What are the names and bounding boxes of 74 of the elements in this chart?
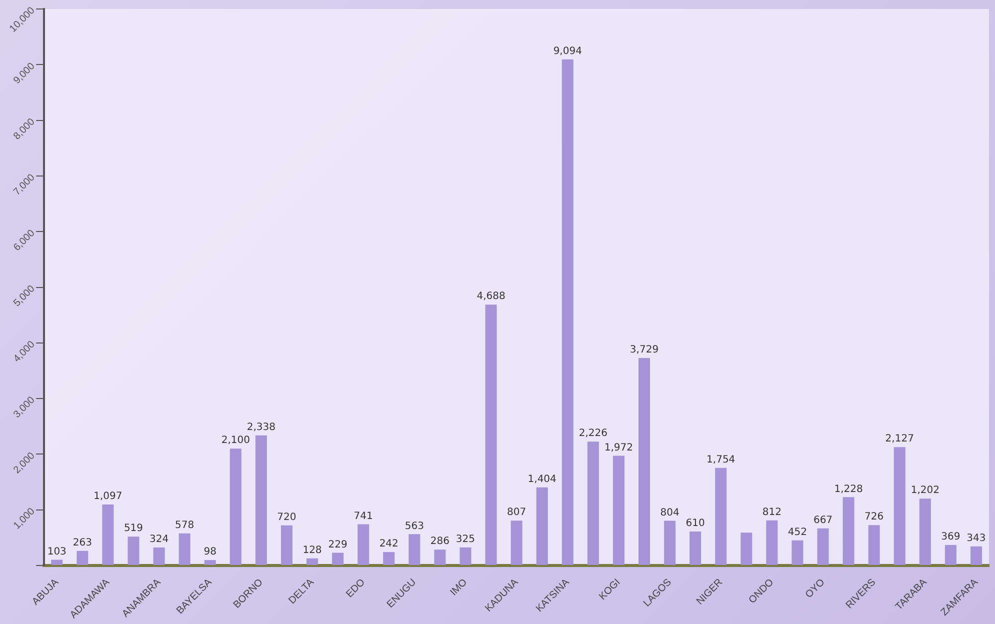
x-tick-label: IMO bbox=[448, 576, 470, 598]
data-label: 1,202 bbox=[910, 485, 940, 496]
data-label: 4,688 bbox=[476, 291, 506, 302]
data-label: 667 bbox=[813, 514, 833, 526]
bar bbox=[76, 550, 88, 566]
data-label: 1,754 bbox=[706, 454, 736, 466]
data-label: 98 bbox=[204, 546, 216, 558]
data-label: 563 bbox=[404, 520, 424, 532]
bar bbox=[306, 558, 318, 566]
bar bbox=[510, 520, 522, 566]
bar bbox=[204, 560, 216, 566]
bar bbox=[51, 560, 63, 566]
data-label: 1,097 bbox=[94, 491, 122, 502]
bar bbox=[562, 59, 574, 566]
data-label: 726 bbox=[864, 512, 884, 523]
bar bbox=[358, 524, 370, 566]
data-label: 343 bbox=[966, 533, 986, 544]
data-label: 9,094 bbox=[553, 46, 582, 58]
data-label: 263 bbox=[72, 537, 92, 548]
data-label: 1,404 bbox=[528, 474, 556, 485]
bar bbox=[587, 442, 599, 566]
data-label: 128 bbox=[302, 544, 322, 556]
bar bbox=[638, 358, 650, 566]
data-label: 229 bbox=[328, 539, 348, 550]
bar bbox=[332, 552, 344, 566]
data-label: 741 bbox=[354, 510, 373, 522]
bar bbox=[690, 532, 702, 566]
bar bbox=[536, 487, 548, 566]
data-label: 519 bbox=[124, 523, 144, 534]
bar bbox=[612, 456, 624, 566]
data-label: 2,127 bbox=[885, 434, 914, 445]
bar bbox=[178, 533, 190, 566]
bar bbox=[817, 528, 829, 566]
bar bbox=[766, 520, 778, 566]
data-label: 804 bbox=[660, 507, 680, 518]
data-label: 2,338 bbox=[246, 422, 276, 433]
bar bbox=[280, 525, 292, 566]
bar bbox=[740, 532, 752, 566]
data-label: 452 bbox=[788, 526, 808, 538]
data-label: 812 bbox=[762, 506, 782, 518]
data-label: 103 bbox=[47, 546, 66, 558]
bar bbox=[944, 544, 956, 566]
bar bbox=[715, 468, 727, 566]
data-label: 286 bbox=[430, 536, 450, 548]
data-label: 720 bbox=[277, 512, 296, 524]
bar bbox=[434, 550, 446, 566]
bar bbox=[868, 525, 880, 566]
bar bbox=[255, 435, 267, 566]
data-label: 1,972 bbox=[604, 442, 634, 454]
bar bbox=[894, 447, 906, 566]
data-label: 324 bbox=[149, 534, 169, 546]
data-label: 325 bbox=[456, 534, 476, 546]
bar bbox=[919, 498, 931, 566]
bar bbox=[230, 448, 242, 566]
bar bbox=[153, 547, 165, 566]
data-label: 242 bbox=[379, 538, 398, 550]
bar bbox=[460, 547, 472, 566]
bar bbox=[970, 546, 982, 566]
bar bbox=[408, 534, 420, 566]
data-label: 578 bbox=[175, 520, 194, 531]
data-label: 369 bbox=[941, 532, 960, 543]
bar bbox=[383, 552, 395, 566]
data-label: 3,729 bbox=[630, 344, 659, 356]
bar bbox=[664, 520, 676, 566]
bar bbox=[485, 304, 497, 566]
bar bbox=[792, 540, 804, 566]
data-label: 2,226 bbox=[578, 428, 608, 440]
data-label: 1,228 bbox=[834, 484, 863, 495]
bar bbox=[842, 497, 854, 566]
bar bbox=[128, 536, 140, 566]
data-label: 807 bbox=[507, 507, 526, 518]
bar bbox=[102, 504, 114, 566]
data-label: 2,100 bbox=[221, 435, 250, 446]
data-label: 610 bbox=[686, 518, 705, 530]
